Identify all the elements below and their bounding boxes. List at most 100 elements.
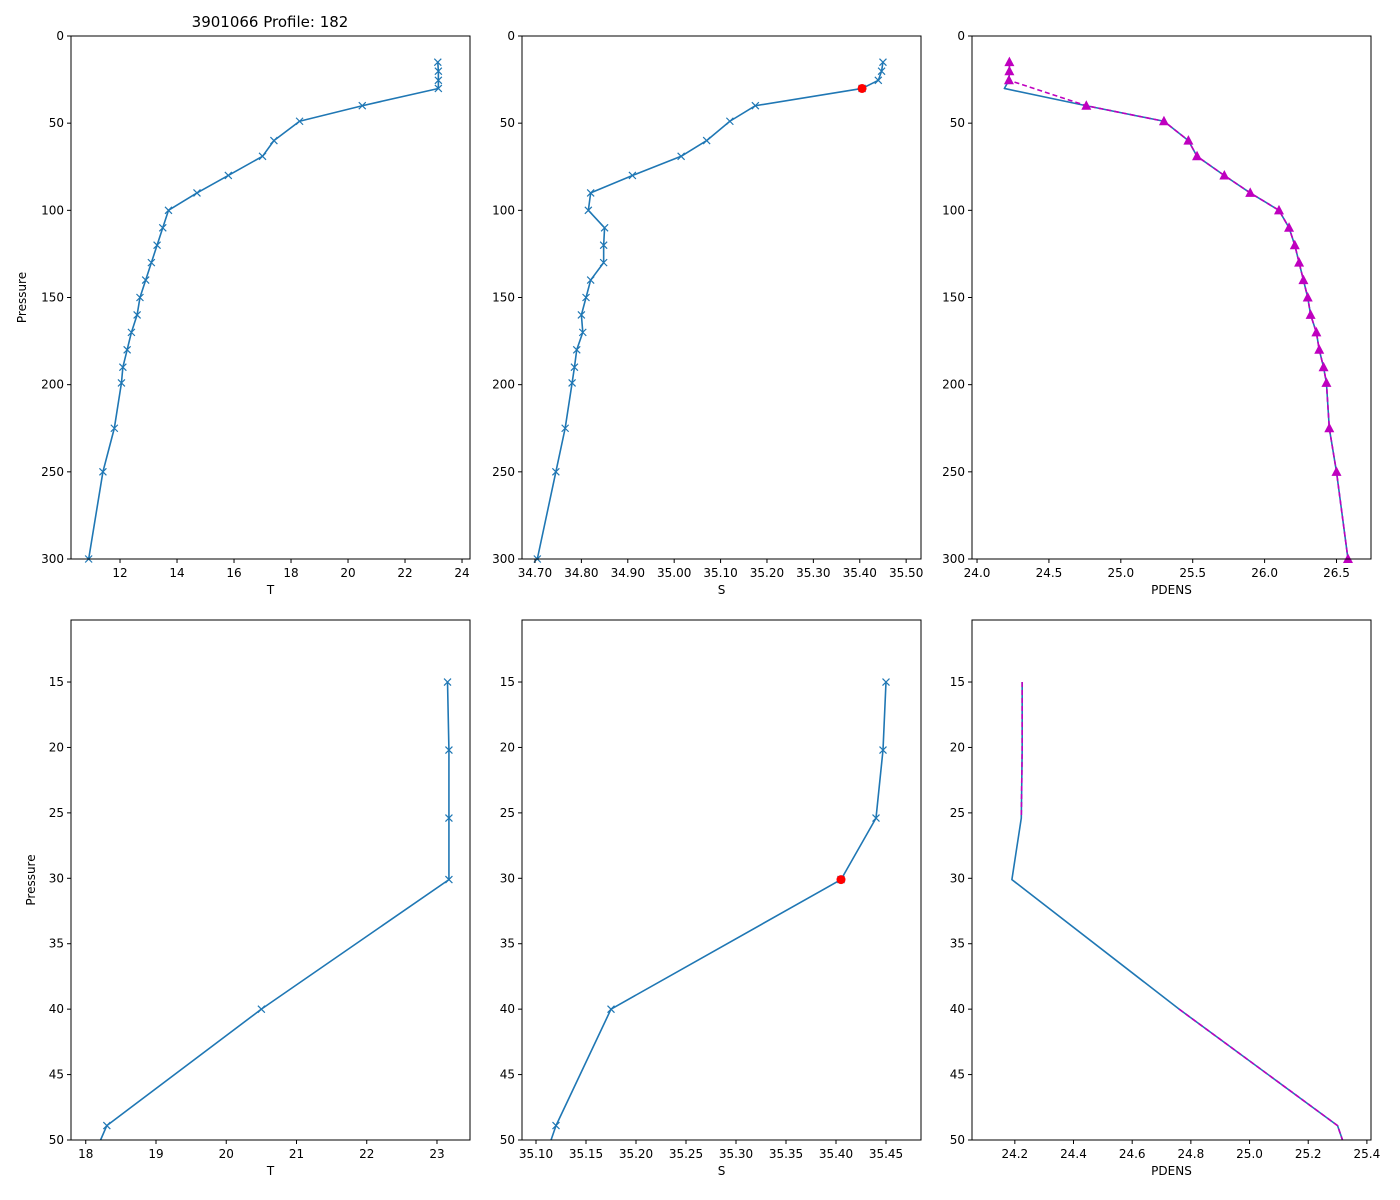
x-tick-label: 12	[112, 566, 127, 580]
data-point-x	[434, 84, 443, 93]
y-tick-label: 35	[950, 937, 965, 951]
data-point-x	[117, 378, 126, 387]
y-tick-label: 25	[49, 806, 64, 820]
series-line-pdens-computed-deep	[1178, 1008, 1344, 1141]
data-point-x	[882, 678, 890, 686]
y-tick-label: 45	[950, 1068, 965, 1082]
x-tick-label: 35.40	[843, 566, 877, 580]
x-tick-label: 34.80	[564, 566, 598, 580]
plot-area	[550, 678, 890, 1141]
data-point-x	[434, 67, 443, 76]
y-axis-label: Pressure	[15, 272, 29, 323]
y-tick-label: 40	[950, 1002, 965, 1016]
y-tick-label: 45	[49, 1068, 64, 1082]
data-point-x	[136, 293, 144, 302]
y-tick-label: 200	[942, 378, 965, 392]
axes-frame	[70, 619, 471, 1141]
series-line-t	[99, 682, 450, 1141]
y-tick-label: 30	[500, 871, 515, 885]
x-tick-label: 24.4	[1060, 1147, 1087, 1161]
x-tick-label: 21	[289, 1147, 304, 1161]
data-point-x	[193, 188, 201, 197]
x-tick-label: 35.10	[519, 1147, 553, 1161]
x-tick-label: 35.20	[750, 566, 784, 580]
y-tick-label: 40	[500, 1002, 515, 1016]
x-tick-label: 24	[454, 566, 469, 580]
x-tick-label: 23	[429, 1147, 444, 1161]
series-line-t	[87, 62, 440, 560]
data-point-triangle	[1003, 74, 1014, 85]
y-tick-label: 35	[49, 937, 64, 951]
data-point-x	[127, 328, 136, 337]
series-line-s	[536, 62, 884, 560]
y-tick-label: 200	[41, 378, 64, 392]
data-point-x	[445, 875, 453, 884]
x-tick-label: 35.35	[769, 1147, 803, 1161]
y-tick-label: 200	[492, 378, 515, 392]
x-tick-label: 25.2	[1295, 1147, 1322, 1161]
data-point-triangle	[1192, 150, 1203, 161]
data-point-flagged	[836, 875, 846, 885]
y-tick-label: 0	[507, 29, 515, 43]
x-tick-label: 35.30	[719, 1147, 753, 1161]
data-point-x	[158, 223, 167, 232]
data-point-x	[110, 424, 119, 433]
subplot-s-full: 34.70 34.80 34.90 35.00 35.10 35.20 35.30 35.40…	[492, 29, 923, 597]
data-point-x	[879, 58, 887, 67]
data-point-triangle	[1081, 100, 1092, 110]
plot-area	[1003, 56, 1353, 563]
data-point-x	[224, 171, 233, 180]
y-tick-label: 50	[950, 1133, 965, 1147]
x-tick-label: 14	[169, 566, 184, 580]
axes-frame	[971, 35, 1372, 560]
data-point-x	[599, 241, 608, 250]
data-point-x	[874, 76, 883, 85]
x-axis-label: S	[718, 583, 726, 597]
plot-area	[99, 678, 453, 1141]
data-point-x	[118, 363, 127, 372]
data-point-triangle	[1298, 274, 1309, 285]
x-axis-label: T	[266, 1164, 275, 1178]
data-point-x	[582, 293, 590, 302]
x-tick-label: 18	[283, 566, 298, 580]
series-line-pdens	[1003, 62, 1349, 560]
y-tick-label: 50	[49, 1133, 64, 1147]
y-tick-label: 20	[49, 740, 64, 754]
plot-area	[1011, 682, 1344, 1141]
y-tick-label: 15	[49, 675, 64, 689]
y-tick-label: 250	[41, 465, 64, 479]
data-point-x	[445, 746, 453, 754]
data-point-triangle	[1004, 65, 1015, 76]
x-tick-label: 16	[226, 566, 241, 580]
x-tick-label: 24.5	[1036, 566, 1063, 580]
y-tick-label: 25	[950, 806, 965, 820]
x-tick-label: 22	[397, 566, 412, 580]
y-tick-label: 40	[49, 1002, 64, 1016]
data-point-triangle	[1305, 309, 1316, 319]
data-point-x	[141, 276, 150, 284]
y-tick-label: 35	[500, 937, 515, 951]
x-tick-label: 34.90	[611, 566, 645, 580]
y-tick-label: 50	[500, 1133, 515, 1147]
x-tick-label: 24.6	[1119, 1147, 1146, 1161]
y-tick-label: 150	[942, 291, 965, 305]
data-point-x	[572, 345, 581, 354]
x-tick-label: 35.20	[619, 1147, 653, 1161]
subplot-t-zoom: 18 19 20 21 22 23 15 20 25 30 35 40 45 50 T Pressure	[24, 619, 471, 1178]
x-tick-label: 35.00	[657, 566, 691, 580]
y-tick-label: 0	[957, 29, 965, 43]
data-point-x	[551, 467, 560, 476]
y-tick-label: 30	[950, 871, 965, 885]
x-tick-label: 26.0	[1251, 566, 1278, 580]
y-tick-label: 150	[41, 291, 64, 305]
y-tick-label: 50	[49, 116, 64, 130]
x-tick-label: 35.25	[669, 1147, 703, 1161]
data-point-triangle	[1219, 169, 1230, 180]
data-point-triangle	[1314, 344, 1325, 354]
data-point-flagged	[857, 83, 867, 93]
data-point-triangle	[1331, 466, 1342, 476]
data-point-triangle	[1004, 56, 1015, 67]
x-tick-label: 24.2	[1001, 1147, 1028, 1161]
data-point-x	[102, 1121, 111, 1130]
data-point-triangle	[1321, 377, 1332, 387]
